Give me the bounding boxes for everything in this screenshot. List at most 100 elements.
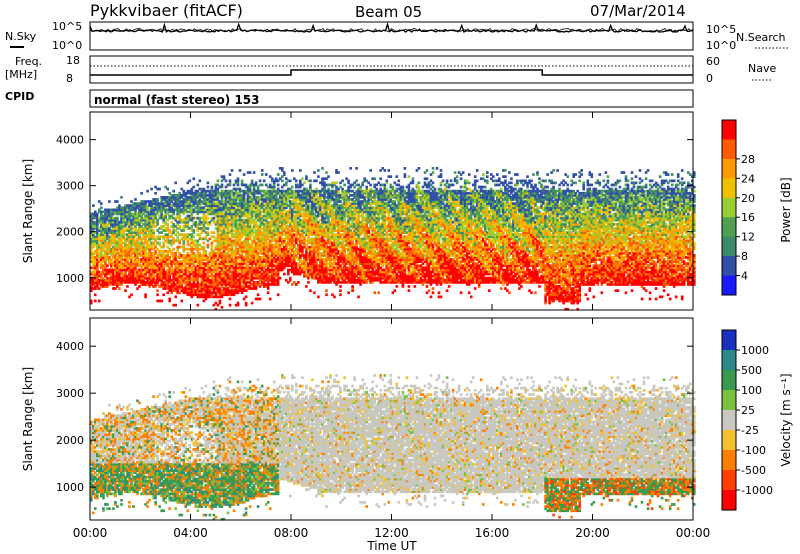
echo-cell bbox=[229, 304, 232, 307]
nsearch-tick-bottom: 10^0 bbox=[706, 39, 736, 52]
nsky-tick-top: 10^5 bbox=[52, 20, 82, 33]
echo-cell bbox=[156, 198, 159, 201]
echo-cell bbox=[213, 231, 216, 234]
echo-cell bbox=[100, 202, 103, 205]
echo-cell bbox=[231, 169, 234, 172]
echo-cell bbox=[203, 242, 206, 245]
echo-cell bbox=[301, 177, 304, 180]
echo-cell bbox=[261, 173, 264, 176]
nsky-tick-bottom: 10^0 bbox=[52, 39, 82, 52]
echo-cell bbox=[203, 246, 206, 249]
echo-cell bbox=[309, 289, 312, 292]
echo-cell bbox=[124, 289, 127, 292]
echo-cell bbox=[243, 173, 246, 176]
echo-cell bbox=[229, 180, 232, 183]
echo-cell bbox=[217, 180, 220, 183]
echo-cell bbox=[315, 180, 318, 183]
echo-cell bbox=[108, 200, 111, 203]
echo-cell bbox=[158, 188, 161, 191]
echo-cell bbox=[265, 173, 268, 176]
echo-cell bbox=[158, 242, 161, 245]
date-label: 07/Mar/2014 bbox=[590, 2, 686, 20]
echo-cell bbox=[178, 225, 181, 228]
echo-cell bbox=[307, 281, 310, 284]
echo-cell bbox=[116, 217, 119, 220]
echo-cell bbox=[162, 293, 165, 296]
freq-unit: [MHz] bbox=[5, 68, 37, 81]
echo-cell bbox=[303, 182, 306, 185]
echo-cell bbox=[245, 302, 248, 305]
echo-cell bbox=[193, 186, 196, 189]
echo-cell bbox=[309, 180, 312, 183]
echo-cell bbox=[291, 186, 294, 189]
echo-cell bbox=[237, 302, 240, 305]
echo-cell bbox=[259, 298, 262, 301]
echo-cell bbox=[152, 229, 155, 232]
echo-cell bbox=[313, 171, 316, 174]
echo-cell bbox=[305, 175, 308, 178]
echo-cell bbox=[249, 171, 252, 174]
echo-cell bbox=[261, 169, 264, 172]
nave-label: Nave bbox=[748, 62, 776, 75]
echo-cell bbox=[174, 182, 177, 185]
echo-cell bbox=[267, 291, 270, 294]
echo-cell bbox=[237, 177, 240, 180]
echo-cell bbox=[325, 293, 328, 296]
echo-cell bbox=[251, 180, 254, 183]
echo-cell bbox=[160, 300, 163, 303]
cpid-label: CPID bbox=[5, 90, 34, 103]
nsearch-label: N.Search bbox=[736, 31, 786, 44]
echo-cell bbox=[193, 235, 196, 238]
echo-cell bbox=[199, 180, 202, 183]
echo-cell bbox=[277, 173, 280, 176]
nsky-panel: N.Sky 10^5 10^0 10^5 10^0 N.Search bbox=[5, 20, 790, 52]
echo-cell bbox=[239, 169, 242, 172]
echo-cell bbox=[257, 293, 260, 296]
nave-tick-bottom: 0 bbox=[706, 72, 713, 85]
plot-title: Pykkvibaer (fitACF) bbox=[90, 1, 243, 20]
cpid-text: normal (fast stereo) 153 bbox=[94, 93, 260, 107]
echo-cell bbox=[154, 192, 157, 195]
freq-tick-bottom: 8 bbox=[66, 72, 73, 85]
echo-cell bbox=[172, 190, 175, 193]
echo-cell bbox=[305, 285, 308, 288]
echo-cell bbox=[118, 287, 121, 290]
echo-cell bbox=[269, 298, 272, 301]
echo-cell bbox=[181, 300, 184, 303]
nave-tick-top: 60 bbox=[706, 55, 720, 68]
echo-cell bbox=[283, 171, 286, 174]
echo-cell bbox=[309, 184, 312, 187]
echo-cell bbox=[325, 289, 328, 292]
echo-cell bbox=[241, 180, 244, 183]
echo-cell bbox=[289, 277, 292, 280]
echo-cell bbox=[297, 281, 300, 284]
freq-panel: Freq. [MHz] 18 8 60 0 Nave bbox=[5, 54, 776, 85]
echo-cell bbox=[279, 277, 282, 280]
radar-summary-plot: Pykkvibaer (fitACF) Beam 05 07/Mar/2014 … bbox=[0, 0, 800, 554]
echo-cell bbox=[166, 188, 169, 191]
echo-cell bbox=[283, 273, 286, 276]
echo-cell bbox=[317, 296, 320, 299]
echo-cell bbox=[261, 184, 264, 187]
echo-cell bbox=[255, 182, 258, 185]
echo-cell bbox=[259, 180, 262, 183]
echo-cell bbox=[223, 175, 226, 178]
echo-cell bbox=[94, 300, 97, 303]
echo-cell bbox=[251, 302, 254, 305]
echo-cell bbox=[263, 180, 266, 183]
echo-cell bbox=[197, 184, 200, 187]
echo-cell bbox=[120, 196, 123, 199]
echo-cell bbox=[229, 298, 232, 301]
echo-cell bbox=[207, 231, 210, 234]
echo-cell bbox=[126, 285, 129, 288]
echo-cell bbox=[172, 248, 175, 251]
echo-cell bbox=[325, 171, 328, 174]
echo-cell bbox=[94, 293, 97, 296]
echo-cell bbox=[245, 296, 248, 299]
echo-cell bbox=[189, 180, 192, 183]
echo-cell bbox=[156, 293, 159, 296]
echo-cell bbox=[317, 169, 320, 172]
echo-cell bbox=[219, 300, 222, 303]
echo-cell bbox=[281, 180, 284, 183]
